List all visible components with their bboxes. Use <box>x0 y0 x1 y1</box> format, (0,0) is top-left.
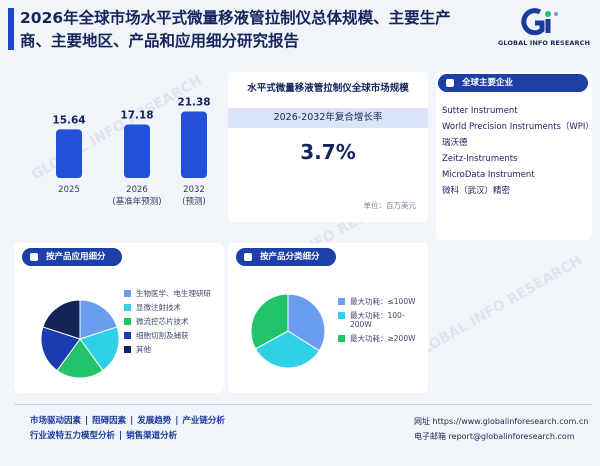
pie-slice <box>79 326 120 372</box>
application-legend: 生物医学、电生理研研 显微注射技术 微流控芯片技术 细胞切割及捕获 其他 <box>124 289 220 359</box>
type-legend: 最大功耗：≤100W 最大功耗：100-200W 最大功耗：≥200W <box>338 297 424 348</box>
footer-link[interactable]: 行业波特五力模型分析 <box>30 431 116 441</box>
legend-swatch <box>338 298 345 305</box>
type-segment-header: 按产品分类细分 <box>236 248 336 266</box>
company-logo: GLOBAL INFO RESEARCH <box>494 8 594 50</box>
legend-label: 细胞切割及捕获 <box>136 331 189 340</box>
legend-item: 最大功耗：100-200W <box>338 311 424 329</box>
report-title: 2026年全球市场水平式微量移液管拉制仪总体规模、主要生产商、主要地区、产品和应… <box>20 9 451 50</box>
legend-label: 最大功耗：≤100W <box>350 297 416 306</box>
watermark: GLOBAL INFO RESEARCH <box>408 252 585 364</box>
company-item: 瑞沃德 <box>442 138 468 148</box>
footer-links-row-2: 行业波特五力模型分析 | 销售渠道分析 <box>30 431 178 441</box>
legend-item: 其他 <box>124 345 220 354</box>
bar-value-label: 17.18 <box>120 110 153 122</box>
footer-link[interactable]: 阻碍因素 <box>92 416 127 426</box>
type-segment-panel: 最大功耗：≤100W 最大功耗：100-200W 最大功耗：≥200W <box>228 243 428 393</box>
companies-list: Sutter Instrument World Precision Instru… <box>442 104 594 200</box>
footer-links: 市场驱动因素 | 阻碍因素 | 发展趋势 | 产业链分析 行业波特五力模型分析 | 销售渠道分析 <box>30 414 225 444</box>
website-link[interactable]: 网址 https://www.globalinforesearch.com.cn <box>414 417 589 426</box>
bar-value-label: 21.38 <box>177 96 210 108</box>
application-segment-panel: 生物医学、电生理研研 显微注射技术 微流控芯片技术 细胞切割及捕获 其他 <box>14 243 224 393</box>
application-header-label: 按产品应用细分 <box>46 252 106 262</box>
contact-info: 网址 https://www.globalinforesearch.com.cn… <box>414 414 588 444</box>
legend-label: 其他 <box>136 345 151 354</box>
companies-panel <box>436 72 592 240</box>
footer-link[interactable]: 发展趋势 <box>137 416 172 426</box>
market-title: 水平式微量移液管拉制仪全球市场规模 <box>247 83 409 94</box>
logo-text: GLOBAL INFO RESEARCH <box>497 39 591 47</box>
footer-link[interactable]: 市场驱动因素 <box>30 416 82 426</box>
legend-label: 微流控芯片技术 <box>136 317 189 326</box>
legend-swatch <box>338 312 345 319</box>
section-bullet-icon <box>446 79 454 87</box>
footer-link[interactable]: 销售渠道分析 <box>126 431 178 441</box>
legend-item: 微流控芯片技术 <box>124 317 220 326</box>
legend-swatch <box>124 318 131 325</box>
legend-item: 最大功耗：≥200W <box>338 334 424 343</box>
market-summary-panel: 水平式微量移液管拉制仪全球市场规模 2026-2032年复合增长率 3.7% 单… <box>228 72 428 222</box>
bar-year-label: 2032 <box>183 185 205 195</box>
cagr-value: 3.7% <box>300 140 356 164</box>
cagr-label: 2026-2032年复合增长率 <box>228 108 428 128</box>
legend-label: 最大功耗：≥200W <box>350 334 416 343</box>
pie-slice <box>42 299 81 340</box>
legend-item: 最大功耗：≤100W <box>338 297 424 306</box>
legend-swatch <box>124 346 131 353</box>
bar-year-label: 2025 <box>58 185 80 195</box>
title-accent-bar <box>8 8 14 50</box>
bar-note-label: (基准年预测) <box>112 196 161 207</box>
pie-slice <box>56 338 104 379</box>
bar-2032 <box>181 111 207 178</box>
application-segment-header: 按产品应用细分 <box>22 248 122 266</box>
company-item: Zeitz-Instruments <box>442 154 518 164</box>
section-bullet-icon <box>30 253 38 261</box>
bar-note-label: (预测) <box>182 196 206 207</box>
company-item: 微科（武汉）精密 <box>442 186 511 196</box>
gir-logo-icon <box>521 8 558 36</box>
bar-year-label: 2026 <box>126 185 148 195</box>
market-size-bar-chart: 15.64 2025 17.18 2026 (基准年预测) 21.38 2032 (预测) <box>14 72 224 222</box>
legend-item: 细胞切割及捕获 <box>124 331 220 340</box>
section-bullet-icon <box>244 253 252 261</box>
footer-divider <box>14 404 592 405</box>
companies-header-label: 全球主要企业 <box>462 78 514 88</box>
legend-swatch <box>124 332 131 339</box>
footer-link[interactable]: 产业链分析 <box>182 416 225 426</box>
pie-slice <box>250 293 289 350</box>
bar-2026 <box>124 124 150 178</box>
pie-slice <box>40 326 81 372</box>
bar-value-label: 15.64 <box>52 114 85 126</box>
company-item: World Precision Instruments（WPI） <box>442 122 594 132</box>
footer-links-row-1: 市场驱动因素 | 阻碍因素 | 发展趋势 | 产业链分析 <box>30 416 225 426</box>
legend-label: 最大功耗：100-200W <box>350 311 405 329</box>
pie-slice <box>79 299 118 340</box>
company-item: MicroData Instrument <box>442 170 535 180</box>
company-item: Sutter Instrument <box>442 106 518 116</box>
legend-swatch <box>124 304 131 311</box>
email-link[interactable]: 电子邮箱 report@globalinforesearch.com <box>414 432 575 441</box>
bar-chart-svg: 15.64 2025 17.18 2026(基准年预测) 21.38 2032(预测) <box>52 96 210 207</box>
legend-swatch <box>124 290 131 297</box>
legend-swatch <box>338 335 345 342</box>
companies-header: 全球主要企业 <box>438 74 588 92</box>
legend-label: 生物医学、电生理研研 <box>136 289 211 298</box>
legend-item: 生物医学、电生理研研 <box>124 289 220 298</box>
legend-item: 显微注射技术 <box>124 303 220 312</box>
type-pie-chart <box>250 293 326 369</box>
application-pie-chart <box>40 299 120 379</box>
unit-label: 单位：百万美元 <box>363 201 417 210</box>
type-header-label: 按产品分类细分 <box>260 252 320 262</box>
legend-label: 显微注射技术 <box>136 303 181 312</box>
bar-2025 <box>56 129 82 178</box>
